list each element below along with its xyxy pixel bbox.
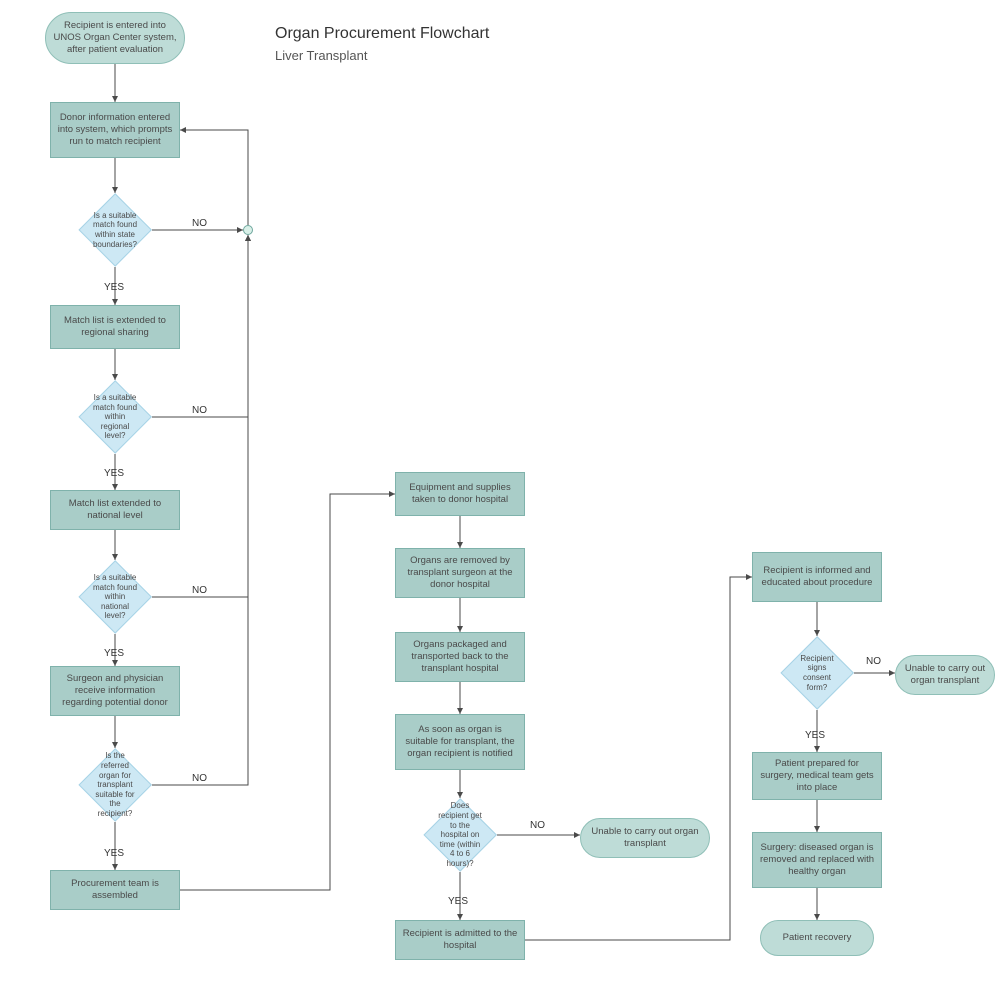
process-node: Donor information entered into system, w…	[50, 102, 180, 158]
edge-label: YES	[104, 468, 124, 479]
terminator-node: Unable to carry out organ transplant	[580, 818, 710, 858]
edge-label: NO	[192, 773, 207, 784]
edge-label: NO	[192, 218, 207, 229]
terminator-node: Unable to carry out organ transplant	[895, 655, 995, 695]
terminator-node: Recipient is entered into UNOS Organ Cen…	[45, 12, 185, 64]
process-node: Recipient is admitted to the hospital	[395, 920, 525, 960]
decision-node: Is a suitable match found within nationa…	[78, 560, 152, 634]
decision-node: Is the referred organ for transplant sui…	[78, 748, 152, 822]
edge-label: NO	[192, 405, 207, 416]
decision-node: Does recipient get to the hospital on ti…	[423, 798, 497, 872]
process-node: Patient prepared for surgery, medical te…	[752, 752, 882, 800]
chart-title: Organ Procurement Flowchart	[275, 25, 489, 43]
process-node: Match list extended to national level	[50, 490, 180, 530]
process-node: Recipient is informed and educated about…	[752, 552, 882, 602]
edge-label: NO	[192, 585, 207, 596]
process-node: Procurement team is assembled	[50, 870, 180, 910]
decision-node: Is a suitable match found within regiona…	[78, 380, 152, 454]
decision-node: Recipient signs consent form?	[780, 636, 854, 710]
process-node: Surgery: diseased organ is removed and r…	[752, 832, 882, 888]
edge-label: YES	[805, 730, 825, 741]
edge-label: YES	[104, 648, 124, 659]
edge-label: NO	[530, 820, 545, 831]
process-node: Match list is extended to regional shari…	[50, 305, 180, 349]
edge-label: YES	[104, 282, 124, 293]
process-node: Organs are removed by transplant surgeon…	[395, 548, 525, 598]
decision-node: Is a suitable match found within state b…	[78, 193, 152, 267]
connector-node	[243, 225, 253, 235]
process-node: Surgeon and physician receive informatio…	[50, 666, 180, 716]
process-node: Organs packaged and transported back to …	[395, 632, 525, 682]
process-node: Equipment and supplies taken to donor ho…	[395, 472, 525, 516]
edge-label: NO	[866, 656, 881, 667]
process-node: As soon as organ is suitable for transpl…	[395, 714, 525, 770]
chart-subtitle: Liver Transplant	[275, 48, 368, 63]
terminator-node: Patient recovery	[760, 920, 874, 956]
edge-label: YES	[448, 896, 468, 907]
edge-label: YES	[104, 848, 124, 859]
